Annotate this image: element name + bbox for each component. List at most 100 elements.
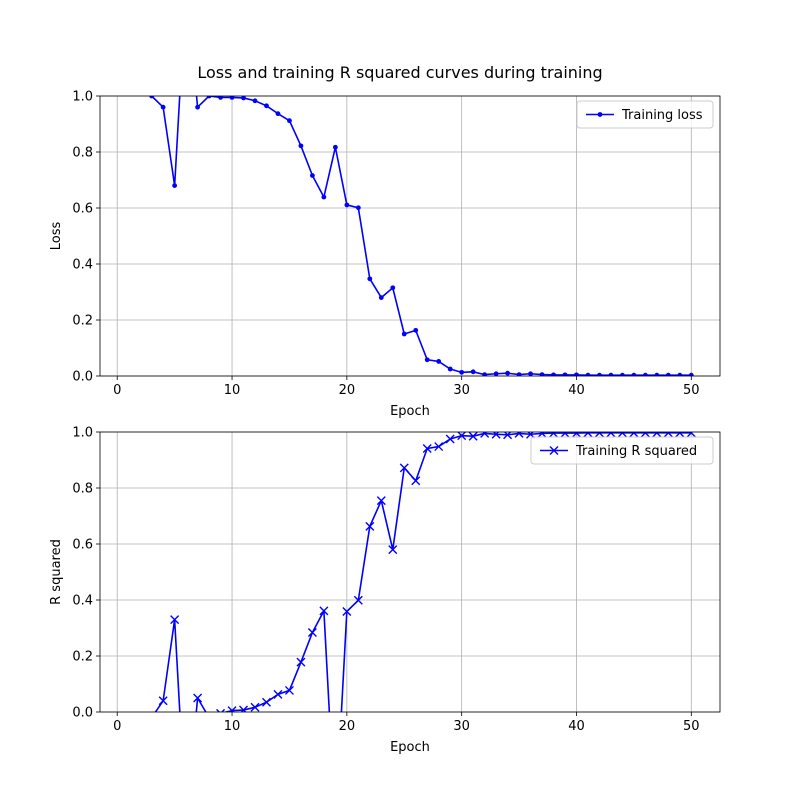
x-axis-label: Epoch <box>390 404 430 419</box>
x-tick-label: 50 <box>683 383 700 398</box>
data-point <box>353 595 363 605</box>
data-point <box>149 96 155 99</box>
legend-label: Training loss <box>621 108 703 123</box>
ticks: 0 10 20 30 40 50 0.0 0.2 0.4 0.6 0.8 1.0 <box>72 90 699 399</box>
axes-frame <box>99 431 721 713</box>
data-point <box>459 369 465 375</box>
data-point <box>652 432 662 438</box>
data-point <box>516 372 522 376</box>
data-point <box>424 357 430 363</box>
data-point <box>401 331 407 337</box>
data-point <box>250 702 260 712</box>
data-point <box>574 372 579 376</box>
data-point <box>675 432 685 438</box>
data-point <box>218 96 223 100</box>
axes-frame <box>99 95 721 377</box>
data-point <box>617 432 627 438</box>
data-point <box>551 372 556 376</box>
data-point <box>229 96 235 100</box>
series-1 <box>154 432 696 712</box>
data-point <box>620 372 625 376</box>
data-point <box>170 615 180 625</box>
data-point <box>688 372 694 376</box>
data-point <box>284 685 294 695</box>
data-point <box>493 371 499 376</box>
data-point <box>296 657 306 667</box>
data-point <box>480 432 490 438</box>
data-point <box>663 432 673 438</box>
data-point <box>631 372 637 376</box>
data-point <box>252 98 258 104</box>
data-point <box>539 372 545 376</box>
data-point <box>562 372 568 376</box>
data-point <box>344 202 350 208</box>
y-tick-label: 1.0 <box>72 90 93 105</box>
legend: Training R squared <box>530 436 714 465</box>
data-point <box>378 295 384 300</box>
data-point <box>549 432 559 438</box>
series-1 <box>149 96 694 376</box>
data-point <box>158 696 168 706</box>
data-point <box>571 432 581 438</box>
x-tick-label: 40 <box>568 383 585 398</box>
data-point <box>275 111 281 117</box>
data-point <box>505 370 510 376</box>
data-point <box>365 521 375 531</box>
data-point <box>332 144 338 150</box>
series-line <box>154 432 692 712</box>
data-point <box>264 103 269 109</box>
data-point <box>227 706 237 712</box>
legend-box <box>576 100 714 129</box>
x-tick-label: 0 <box>113 719 121 734</box>
x-tick-label: 10 <box>224 719 241 734</box>
data-point <box>239 705 249 712</box>
x-tick-label: 0 <box>113 383 121 398</box>
data-point <box>321 194 327 200</box>
data-point <box>457 432 467 441</box>
y-tick-label: 0.6 <box>72 538 93 553</box>
y-tick-label: 0.8 <box>72 146 93 161</box>
data-point <box>514 432 524 438</box>
y-tick-label: 0.8 <box>72 482 93 497</box>
x-tick-label: 10 <box>224 383 241 398</box>
data-point <box>537 432 547 438</box>
y-tick-label: 1.0 <box>72 426 93 441</box>
data-point <box>447 366 453 372</box>
subplot-2: 0 10 20 30 40 50 0.0 0.2 0.4 0.6 0.8 1.0 Epoch R squa… <box>49 426 721 755</box>
data-point <box>422 444 432 454</box>
y-tick-label: 0.4 <box>72 258 93 273</box>
data-point <box>307 627 317 637</box>
data-point <box>640 432 650 438</box>
y-tick-label: 0.4 <box>72 594 93 609</box>
data-point <box>436 359 442 364</box>
data-point <box>686 432 696 438</box>
data-point <box>606 432 616 438</box>
data-point <box>445 434 455 444</box>
data-point <box>470 369 476 375</box>
legend-marker <box>549 446 559 455</box>
data-point <box>310 173 315 178</box>
y-axis-label: R squared <box>49 539 64 605</box>
x-tick-label: 20 <box>339 719 356 734</box>
data-point <box>367 276 373 282</box>
data-point <box>319 606 329 616</box>
legend: Training loss <box>576 100 714 129</box>
y-tick-label: 0.2 <box>72 650 93 665</box>
x-tick-label: 50 <box>683 719 700 734</box>
data-point <box>342 606 352 616</box>
data-point <box>654 372 660 376</box>
data-point <box>560 432 570 438</box>
data-point <box>583 432 593 438</box>
data-point <box>665 372 671 376</box>
data-point <box>399 463 409 473</box>
data-point <box>273 689 283 699</box>
data-point <box>206 96 212 99</box>
data-point <box>160 104 166 110</box>
y-axis-label: Loss <box>49 222 64 251</box>
data-point <box>434 442 444 452</box>
data-point <box>376 496 386 506</box>
x-tick-label: 30 <box>453 383 470 398</box>
data-point <box>482 372 488 376</box>
